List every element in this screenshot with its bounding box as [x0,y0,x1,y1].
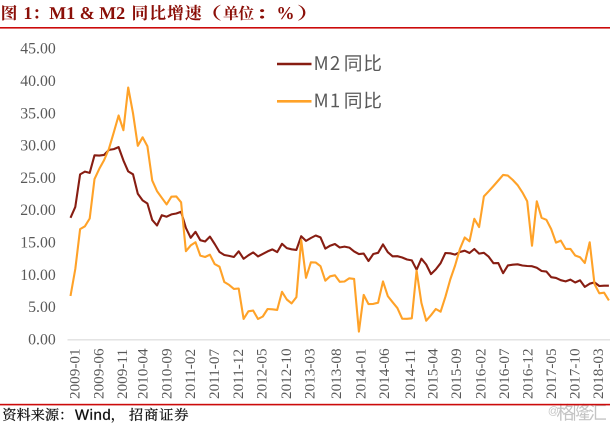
svg-text:2011-12: 2011-12 [230,349,247,399]
svg-text:2009-01: 2009-01 [66,348,83,399]
svg-text:2011-07: 2011-07 [206,349,223,399]
svg-text:20.00: 20.00 [20,202,56,219]
svg-text:2011-02: 2011-02 [182,349,199,399]
svg-text:2016-12: 2016-12 [519,348,536,399]
svg-text:2017-05: 2017-05 [543,348,560,399]
svg-text:2016-02: 2016-02 [473,348,490,399]
svg-text:2009-06: 2009-06 [91,348,108,399]
svg-text:2009-11: 2009-11 [114,349,131,399]
svg-text:2014-01: 2014-01 [352,348,369,399]
svg-text:15.00: 15.00 [20,235,56,252]
svg-text:2014-11: 2014-11 [402,349,419,399]
svg-text:30.00: 30.00 [20,138,56,155]
svg-text:2010-09: 2010-09 [158,348,175,399]
svg-text:2012-10: 2012-10 [278,348,295,399]
svg-text:2010-04: 2010-04 [135,348,152,399]
svg-text:2015-09: 2015-09 [448,348,465,399]
svg-text:25.00: 25.00 [20,170,56,187]
svg-text:2018-03: 2018-03 [590,348,607,399]
svg-text:40.00: 40.00 [20,73,56,90]
svg-text:2016-07: 2016-07 [496,348,513,399]
svg-text:10.00: 10.00 [20,267,56,284]
svg-text:2014-06: 2014-06 [376,348,393,399]
svg-text:5.00: 5.00 [28,299,56,316]
svg-text:2012-05: 2012-05 [253,348,270,399]
svg-text:35.00: 35.00 [20,105,56,122]
svg-text:2015-04: 2015-04 [425,348,442,399]
svg-text:2013-03: 2013-03 [301,348,318,399]
svg-text:45.00: 45.00 [20,41,56,58]
svg-text:2017-10: 2017-10 [567,348,584,399]
svg-text:2013-08: 2013-08 [328,348,345,399]
svg-text:0.00: 0.00 [28,331,56,348]
